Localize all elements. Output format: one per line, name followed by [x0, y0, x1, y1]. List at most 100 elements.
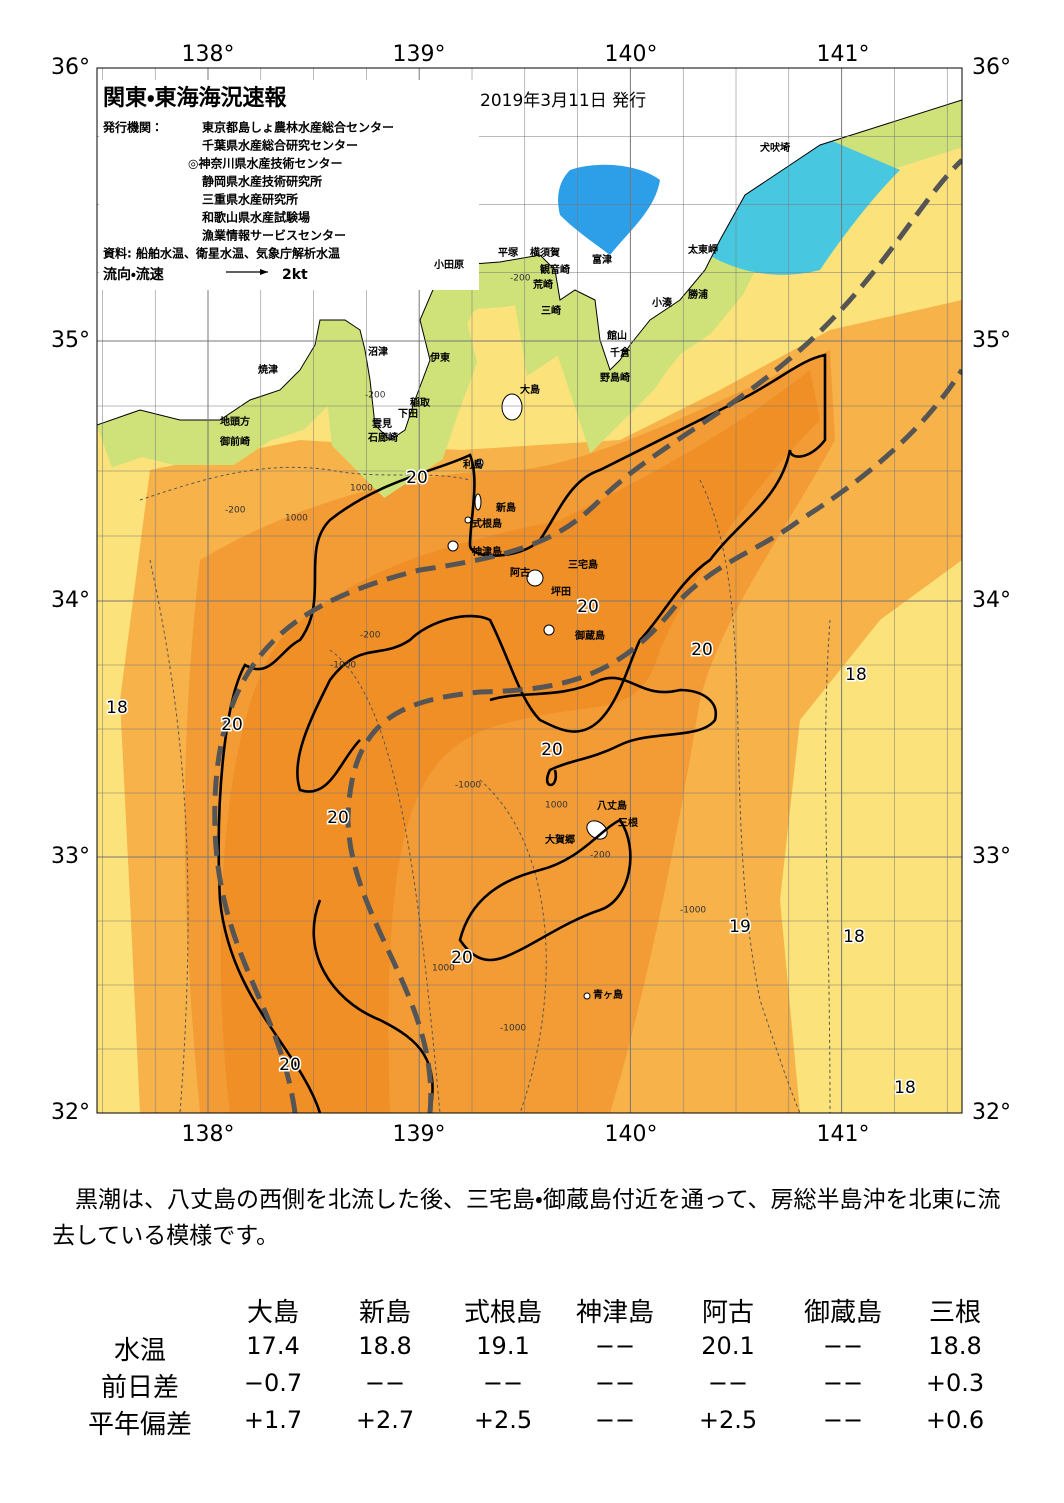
place-name: 石廊崎: [367, 431, 398, 444]
depth-label: 1000: [432, 964, 455, 974]
table-cell: +2.7: [355, 1406, 415, 1434]
isotherm-label: 20: [279, 1055, 301, 1075]
lat-label: 33°: [51, 844, 90, 869]
map-title: 関東・東海海況速報: [103, 85, 287, 111]
place-name: 焼津: [258, 363, 278, 376]
table-cell: −−: [594, 1406, 636, 1434]
place-name: 富津: [592, 253, 612, 266]
legend-label: 流向・流速: [103, 266, 164, 283]
issuer: 東京都島しょ農林水産総合センター: [202, 120, 394, 135]
isotherm-20: [217, 353, 827, 1113]
depth-contour: [139, 466, 471, 501]
place-name: 神津島: [471, 545, 502, 558]
lat-label: 33°: [972, 844, 1011, 869]
table-cell: +1.7: [243, 1406, 303, 1434]
isotherm-label: 20: [691, 640, 713, 660]
depth-label: -200: [360, 631, 381, 641]
place-name: 三根: [618, 816, 639, 829]
place-name: 観音崎: [540, 263, 570, 276]
issuer: 漁業情報サービスセンター: [202, 228, 346, 243]
isotherm-label: 20: [451, 948, 473, 968]
issuer: 三重県水産研究所: [202, 192, 298, 207]
place-name: 坪田: [551, 585, 571, 598]
isotherm-label: 19: [729, 917, 751, 937]
place-name: 阿古: [510, 566, 530, 579]
table-cell: 20.1: [701, 1332, 755, 1360]
place-name: 式根島: [472, 517, 502, 530]
place-name: 稲取: [410, 396, 431, 409]
place-name: 八丈島: [597, 799, 627, 812]
depth-label: -200: [510, 274, 531, 284]
lon-label: 140°: [605, 1122, 658, 1147]
depth-label: 1000: [350, 484, 373, 494]
table-cell: +0.3: [925, 1369, 985, 1397]
depth-label: -1000: [330, 661, 356, 671]
lon-label: 139°: [393, 1122, 446, 1147]
lat-label: 32°: [972, 1100, 1011, 1125]
depth-contour: [329, 649, 441, 1113]
column-header: 神津島: [575, 1298, 654, 1328]
kuroshio-path: [212, 158, 962, 1113]
depth-label: 1000: [545, 801, 568, 811]
issuer: 静岡県水産技術研究所: [202, 174, 322, 189]
place-name: 青ヶ島: [593, 988, 623, 1001]
depth-contour: [699, 479, 801, 1113]
kuroshio-axis: [212, 158, 962, 1113]
depth-label: -200: [225, 506, 246, 516]
place-name: 犬吠埼: [760, 141, 790, 154]
island: [476, 458, 484, 468]
island: [474, 493, 482, 511]
map-frame: [96, 67, 963, 1114]
island: [526, 569, 544, 587]
isotherm-label: 20: [541, 740, 563, 760]
lon-label: 138°: [182, 1122, 235, 1147]
table-cell: −0.7: [243, 1369, 303, 1397]
islands: [447, 393, 608, 1000]
table-cell: −−: [482, 1369, 524, 1397]
island: [464, 516, 472, 524]
table-cell: −−: [707, 1369, 749, 1397]
place-name: 荒崎: [532, 278, 553, 291]
row-label: 水温: [113, 1336, 166, 1366]
map: 関東・東海海況速報 2019年3月11日 発行 発行機関： 東京都島しょ農林水産…: [51, 42, 1011, 1147]
place-name: 横須賀: [530, 246, 560, 259]
depth-label: -200: [365, 391, 386, 401]
table-cell: 19.1: [476, 1332, 530, 1360]
issuer: 和歌山県水産試験場: [201, 210, 310, 225]
depth-label: -1000: [680, 906, 706, 916]
place-name: 平塚: [498, 246, 519, 259]
row-label: 前日差: [100, 1373, 179, 1403]
place-name: 三宅島: [568, 558, 598, 571]
column-header: 御蔵島: [803, 1298, 882, 1328]
lon-label: 139°: [393, 42, 446, 67]
legend-speed: 2kt: [282, 267, 308, 283]
place-name: 沼津: [368, 345, 388, 358]
place-name: 伊東: [429, 351, 450, 364]
isotherm-label: 20: [221, 715, 243, 735]
depth-label: -1000: [500, 1024, 526, 1034]
cold-water: [700, 140, 900, 275]
place-name: 地頭方: [220, 415, 250, 428]
isotherm-label: 20: [406, 468, 428, 488]
table-cell: 18.8: [928, 1332, 982, 1360]
place-name: 新島: [495, 501, 516, 514]
table-cell: −−: [822, 1332, 864, 1360]
table-cell: −−: [822, 1406, 864, 1434]
place-name: 勝浦: [688, 288, 708, 301]
column-header: 三根: [928, 1298, 981, 1328]
place-name: 小湊: [651, 296, 673, 309]
column-header: 阿古: [701, 1298, 754, 1328]
table-cell: 17.4: [246, 1332, 300, 1360]
lat-label: 34°: [51, 588, 90, 613]
legend-arrow-head: [260, 269, 268, 275]
issuer: 千葉県水産総合研究センター: [202, 138, 358, 153]
lon-label: 140°: [605, 42, 658, 67]
map-labels: 36° 36° 35° 35° 34° 34° 33° 33° 32° 32° 138° 138° 13…: [51, 42, 1011, 1147]
isotherm-label: 18: [894, 1078, 916, 1098]
isotherm-label: 18: [106, 698, 128, 718]
lat-label: 35°: [972, 328, 1011, 353]
place-name: 三崎: [541, 304, 561, 317]
table-cell: +2.5: [473, 1406, 533, 1434]
